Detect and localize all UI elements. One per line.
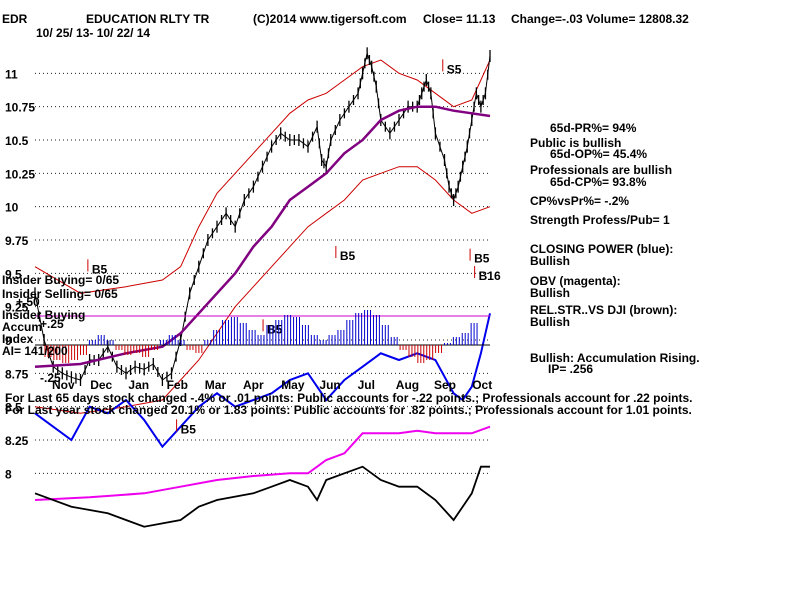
- month-label: Sep: [434, 378, 456, 392]
- relstr-value: Bullish: [530, 315, 571, 329]
- ip-value: IP= .256: [548, 362, 594, 376]
- close-line: [34, 51, 491, 381]
- accum-summary: Bullish: Accumulation Rising.: [530, 351, 700, 365]
- upper-band-line: [34, 59, 491, 294]
- price-tick-label: 9.75: [5, 234, 29, 248]
- closing-power-value: Bullish: [530, 254, 571, 268]
- month-label: Mar: [205, 378, 227, 392]
- price-tick-label: 10.25: [5, 167, 35, 181]
- signal-label: B5: [181, 422, 197, 436]
- signal-label: B5: [92, 262, 108, 276]
- cpvspr-value: CP%vsPr%= -.2%: [530, 194, 630, 208]
- signal-label: B5: [340, 249, 356, 263]
- price-tick-label: 10: [5, 201, 19, 215]
- volume-value: Volume= 12808.32: [586, 12, 689, 26]
- month-label: Jun: [319, 378, 340, 392]
- month-label: Nov: [52, 378, 75, 392]
- month-label: Feb: [167, 378, 188, 392]
- obv-label: OBV (magenta):: [530, 274, 621, 288]
- accum-label: Accum: [2, 320, 43, 334]
- relstr-label: REL.STR..VS DJI (brown):: [530, 303, 678, 317]
- price-tick-label: 10.75: [5, 101, 35, 115]
- ticker: EDR: [2, 12, 28, 26]
- month-label: Oct: [472, 378, 492, 392]
- price-tick-label: 8.5: [5, 401, 22, 415]
- price-tick-label: 8: [5, 467, 12, 481]
- footer-line-1: For Last 65 days stock changed -.4% or .…: [5, 391, 693, 405]
- signal-label: B16: [479, 269, 501, 283]
- obv-line: [34, 425, 491, 501]
- price-tick-label: 9.25: [5, 301, 29, 315]
- copyright: (C)2014 www.tigersoft.com: [253, 12, 407, 26]
- accum-plus25: +.25: [40, 317, 64, 331]
- closing-power-label: CLOSING POWER (blue):: [530, 242, 674, 256]
- footer-line-2: For Last year stock changed 20.1% or 1.8…: [5, 403, 692, 417]
- obv-value: Bullish: [530, 286, 571, 300]
- company-name: EDUCATION RLTY TR: [86, 12, 210, 26]
- signal-label: S5: [447, 62, 462, 76]
- strength-value: Strength Profess/Pub= 1: [530, 213, 670, 227]
- date-range: 10/ 25/ 13- 10/ 22/ 14: [36, 26, 151, 40]
- price-tick-label: 9: [5, 334, 12, 348]
- price-tick-label: 8.75: [5, 367, 29, 381]
- price-tick-label: 10.5: [5, 134, 29, 148]
- insider-buying-2: Insider Buying: [2, 308, 86, 322]
- pr-value: 65d-PR%= 94%: [550, 121, 637, 135]
- price-tick-label: 9.5: [5, 267, 22, 281]
- accum-minus25: -.25: [40, 371, 61, 385]
- close-value: Close= 11.13: [423, 12, 496, 26]
- accum-plus50: +.50: [16, 295, 40, 309]
- lower-band-line: [34, 166, 491, 414]
- insider-selling: Insider Selling= 0/65: [2, 287, 118, 301]
- price-tick-label: 8.25: [5, 434, 29, 448]
- public-bullish: Public is bullish: [530, 136, 622, 150]
- rel-strength-line: [34, 465, 490, 528]
- prof-bullish: Professionals are bullish: [530, 163, 673, 177]
- cp-value: 65d-CP%= 93.8%: [550, 175, 647, 189]
- ai-value: AI= 141/200: [2, 344, 68, 358]
- month-label: Jan: [128, 378, 149, 392]
- signal-label: B5: [474, 252, 490, 266]
- insider-buying: Insider Buying= 0/65: [2, 273, 120, 287]
- month-label: May: [281, 378, 305, 392]
- month-label: Dec: [90, 378, 112, 392]
- closing-power-line: [34, 313, 491, 449]
- month-label: Jul: [358, 378, 375, 392]
- moving-average-line: [34, 105, 491, 368]
- month-label: Apr: [243, 378, 264, 392]
- index-label: Index: [2, 332, 34, 346]
- op-value: 65d-OP%= 45.4%: [550, 147, 648, 161]
- month-label: Aug: [396, 378, 419, 392]
- price-tick-label: 11: [5, 67, 18, 81]
- change-value: Change=-.03: [511, 12, 583, 26]
